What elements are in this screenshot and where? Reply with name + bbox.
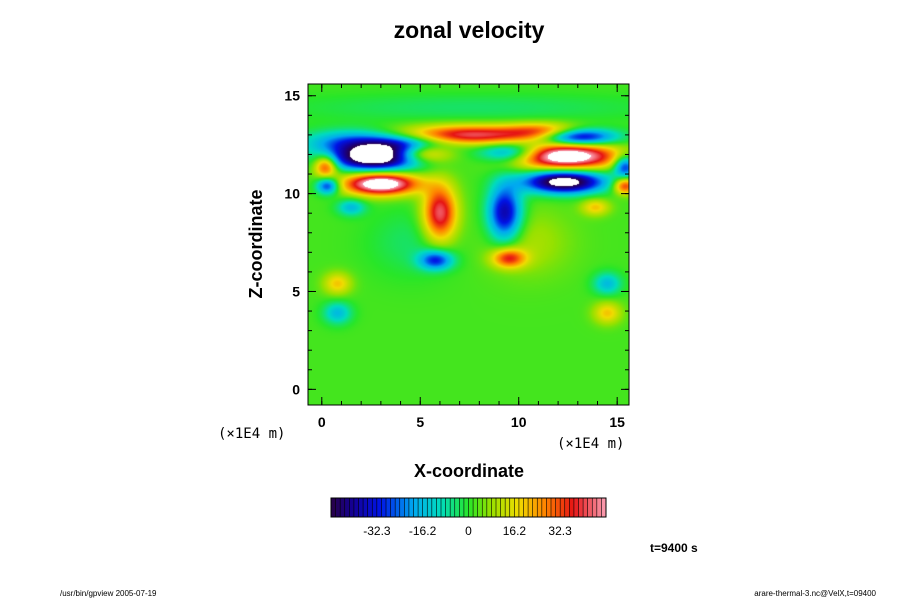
colorbar-swatch (564, 498, 570, 517)
colorbar-swatch (592, 498, 598, 517)
colorbar-swatch (546, 498, 552, 517)
colorbar-swatch (344, 498, 350, 517)
colorbar-swatch (491, 498, 497, 517)
colorbar-swatch (569, 498, 575, 517)
colorbar-tick-label: 0 (465, 524, 472, 538)
colorbar-swatch (441, 498, 446, 517)
colorbar-swatch (358, 498, 364, 517)
x-tick-label: 15 (609, 414, 625, 430)
heatmap-field (308, 84, 629, 405)
colorbar-swatch (363, 498, 368, 517)
footer-right-text: arare-thermal-3.nc@VelX,t=09400 (754, 589, 876, 598)
plot-frame (307, 83, 630, 406)
x-tick-label: 10 (511, 414, 527, 430)
colorbar-swatch (367, 498, 373, 517)
colorbar-swatch (500, 498, 506, 517)
y-axis-label: Z-coordinate (246, 189, 266, 298)
colorbar-swatch (468, 498, 474, 517)
colorbar-swatch (353, 498, 359, 517)
colorbar-swatch (395, 498, 401, 517)
y-tick-label: 10 (284, 186, 300, 202)
y-tick-label: 15 (284, 88, 300, 104)
colorbar-swatch (349, 498, 355, 517)
colorbar-swatch (583, 498, 588, 517)
y-axis-unit-label: (×1E4 m) (218, 426, 285, 442)
colorbar-swatch (418, 498, 423, 517)
x-axis-unit-label: (×1E4 m) (557, 436, 624, 452)
colorbar-swatch (541, 498, 547, 517)
time-label: t=9400 s (650, 541, 698, 555)
colorbar-swatch (523, 498, 529, 517)
x-tick-label: 5 (416, 414, 424, 430)
colorbar-swatch (459, 498, 465, 517)
colorbar-swatch (537, 498, 543, 517)
colorbar-swatch (450, 498, 456, 517)
colorbar-swatch (454, 498, 460, 517)
colorbar-tick-label: 16.2 (503, 524, 527, 538)
colorbar-swatch (422, 498, 428, 517)
colorbar-swatch (514, 498, 520, 517)
colorbar-swatch (431, 498, 437, 517)
colorbar-swatch (532, 498, 538, 517)
colorbar-swatch (587, 498, 593, 517)
chart-title: zonal velocity (394, 17, 545, 43)
colorbar-swatch (555, 498, 561, 517)
colorbar-swatch (399, 498, 405, 517)
colorbar-swatch (445, 498, 451, 517)
y-tick-label: 5 (292, 283, 300, 299)
colorbar-tick-label: 32.3 (548, 524, 572, 538)
colorbar-swatch (381, 498, 387, 517)
x-axis-label: X-coordinate (414, 461, 524, 481)
colorbar-swatch (596, 498, 602, 517)
colorbar-swatch (551, 498, 556, 517)
colorbar-swatch (413, 498, 419, 517)
colorbar-swatch (340, 498, 346, 517)
colorbar-swatch (505, 498, 511, 517)
x-tick-label: 0 (318, 414, 326, 430)
colorbar-swatch (486, 498, 492, 517)
colorbar-tick-label: -32.3 (363, 524, 391, 538)
colorbar: -32.3 -16.2 0 16.2 32.3 (330, 497, 607, 538)
colorbar-swatch (463, 498, 469, 517)
colorbar-swatch (404, 498, 410, 517)
footer-left-text: /usr/bin/gpview 2005-07-19 (60, 589, 157, 598)
colorbar-swatch (578, 498, 584, 517)
colorbar-swatch (477, 498, 483, 517)
colorbar-swatch (473, 498, 478, 517)
colorbar-swatch (573, 498, 579, 517)
colorbar-swatch (390, 498, 396, 517)
colorbar-tick-label: -16.2 (409, 524, 437, 538)
colorbar-swatch (528, 498, 533, 517)
colorbar-swatch (427, 498, 433, 517)
y-tick-label: 0 (292, 381, 300, 397)
colorbar-frame (330, 497, 607, 518)
colorbar-swatch (331, 498, 336, 517)
axes: 0 5 10 15 0 5 10 15 (284, 83, 630, 430)
colorbar-swatch (509, 498, 515, 517)
colorbar-swatch (496, 498, 501, 517)
colorbar-swatch (601, 498, 607, 517)
colorbar-swatch (335, 498, 341, 517)
colorbar-swatch (482, 498, 488, 517)
colorbar-swatch (372, 498, 378, 517)
plot-area (308, 84, 629, 405)
colorbar-swatch (560, 498, 566, 517)
colorbar-swatch (518, 498, 524, 517)
colorbar-swatch (408, 498, 414, 517)
colorbar-swatch (386, 498, 391, 517)
colorbar-swatch (376, 498, 382, 517)
colorbar-swatch (436, 498, 442, 517)
